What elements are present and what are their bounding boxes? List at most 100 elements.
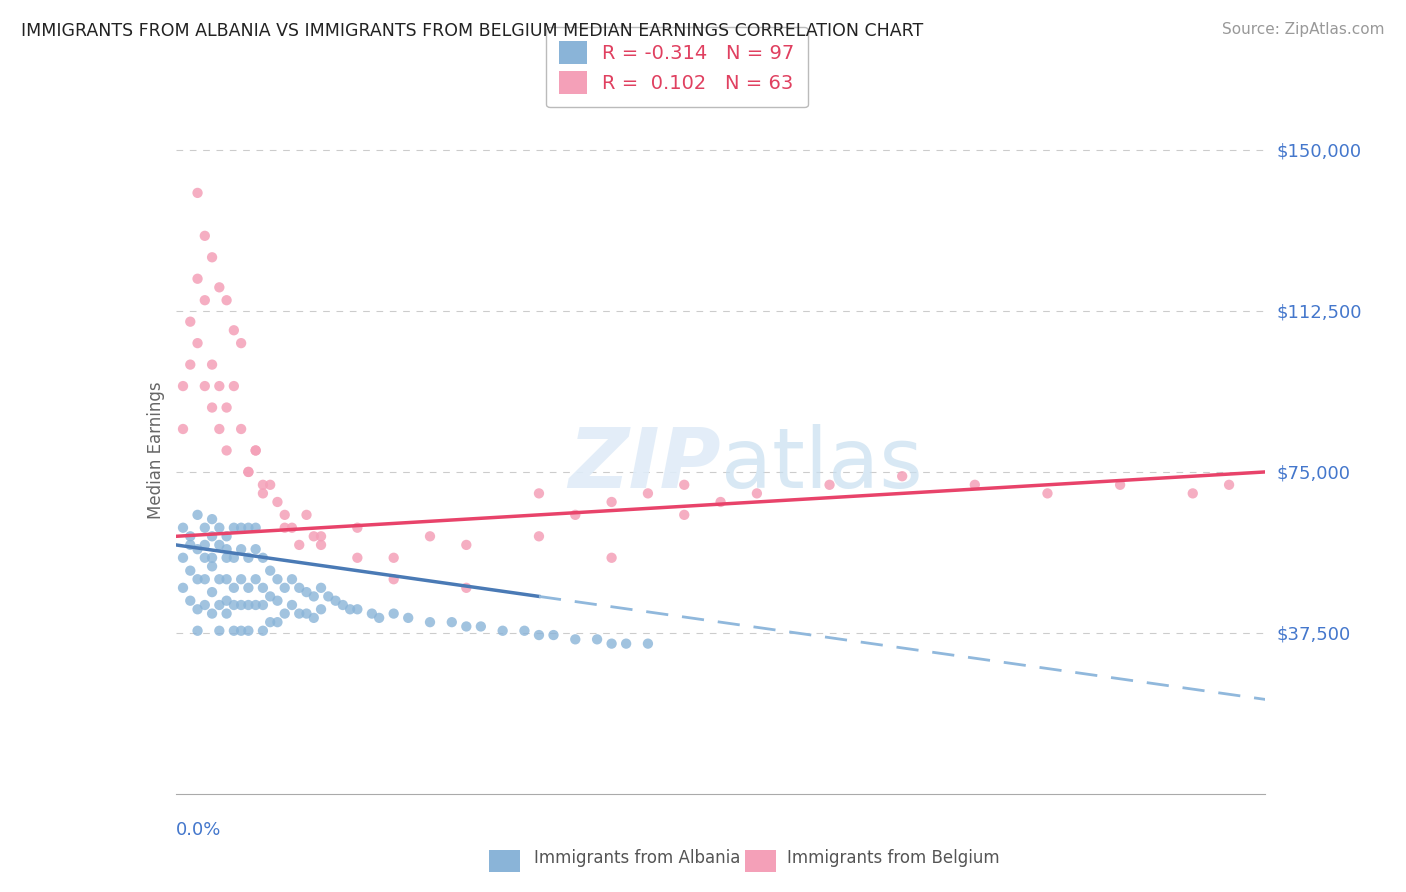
Text: Source: ZipAtlas.com: Source: ZipAtlas.com xyxy=(1222,22,1385,37)
Point xyxy=(245,598,267,612)
Point xyxy=(527,628,550,642)
Point xyxy=(186,186,209,200)
Point xyxy=(172,379,194,393)
Text: IMMIGRANTS FROM ALBANIA VS IMMIGRANTS FROM BELGIUM MEDIAN EARNINGS CORRELATION C: IMMIGRANTS FROM ALBANIA VS IMMIGRANTS FR… xyxy=(21,22,924,40)
Point xyxy=(179,538,201,552)
Point xyxy=(281,598,304,612)
Point xyxy=(259,615,281,630)
Point xyxy=(274,508,297,522)
Point xyxy=(419,529,441,543)
Point xyxy=(745,486,768,500)
Point xyxy=(368,611,391,625)
Point xyxy=(231,521,253,535)
Point xyxy=(281,521,304,535)
Point xyxy=(318,590,340,604)
Point xyxy=(201,358,224,372)
Point xyxy=(172,521,194,535)
Point xyxy=(527,529,550,543)
Point xyxy=(288,581,311,595)
Point xyxy=(208,521,231,535)
Point xyxy=(208,538,231,552)
Text: Immigrants from Albania: Immigrants from Albania xyxy=(534,849,741,867)
Point xyxy=(382,572,405,586)
Point xyxy=(564,632,586,647)
Point xyxy=(309,602,332,616)
Point xyxy=(419,615,441,630)
Point xyxy=(215,293,238,308)
Point xyxy=(186,508,209,522)
Point xyxy=(201,512,224,526)
Point xyxy=(309,529,332,543)
Point xyxy=(215,443,238,458)
Point xyxy=(238,465,260,479)
Point xyxy=(710,495,733,509)
Point xyxy=(231,624,253,638)
Point xyxy=(963,478,986,492)
Point xyxy=(382,607,405,621)
Point xyxy=(586,632,609,647)
Point xyxy=(194,538,217,552)
Point xyxy=(194,379,217,393)
Point xyxy=(222,624,245,638)
Text: Immigrants from Belgium: Immigrants from Belgium xyxy=(787,849,1000,867)
Point xyxy=(179,529,201,543)
Point xyxy=(179,315,201,329)
Point xyxy=(266,572,288,586)
Point xyxy=(215,607,238,621)
Point xyxy=(186,624,209,638)
Point xyxy=(186,572,209,586)
Point xyxy=(456,619,478,633)
Point xyxy=(222,581,245,595)
Point xyxy=(266,593,288,607)
Text: ZIP: ZIP xyxy=(568,424,721,505)
Legend: R = -0.314   N = 97, R =  0.102   N = 63: R = -0.314 N = 97, R = 0.102 N = 63 xyxy=(546,28,808,107)
Point xyxy=(614,637,637,651)
Point xyxy=(194,521,217,535)
Point xyxy=(440,615,463,630)
Point xyxy=(564,508,586,522)
Point xyxy=(238,624,260,638)
Point xyxy=(194,598,217,612)
Point xyxy=(1109,478,1132,492)
Point xyxy=(222,379,245,393)
Point xyxy=(222,550,245,565)
Point xyxy=(325,593,347,607)
Point xyxy=(252,550,274,565)
Point xyxy=(600,637,623,651)
Point xyxy=(673,478,696,492)
Point xyxy=(309,581,332,595)
Point xyxy=(288,538,311,552)
Point xyxy=(186,271,209,285)
Point xyxy=(186,542,209,557)
Point xyxy=(201,550,224,565)
Text: atlas: atlas xyxy=(721,424,922,505)
Point xyxy=(295,508,318,522)
Point xyxy=(201,559,224,574)
Point xyxy=(201,529,224,543)
Point xyxy=(259,590,281,604)
Point xyxy=(208,572,231,586)
Point xyxy=(274,521,297,535)
Point xyxy=(245,521,267,535)
Point xyxy=(346,602,368,616)
Point xyxy=(513,624,536,638)
Point xyxy=(259,478,281,492)
Point xyxy=(470,619,492,633)
Point xyxy=(339,602,361,616)
Point xyxy=(238,598,260,612)
Point xyxy=(1036,486,1059,500)
Point xyxy=(231,336,253,351)
Point xyxy=(238,550,260,565)
Point xyxy=(215,529,238,543)
Point xyxy=(266,495,288,509)
Point xyxy=(222,323,245,337)
Point xyxy=(1218,478,1240,492)
Point xyxy=(252,581,274,595)
Point xyxy=(252,598,274,612)
Point xyxy=(245,443,267,458)
Point xyxy=(194,572,217,586)
Y-axis label: Median Earnings: Median Earnings xyxy=(146,382,165,519)
Point xyxy=(302,590,325,604)
Point xyxy=(637,637,659,651)
Point xyxy=(231,422,253,436)
